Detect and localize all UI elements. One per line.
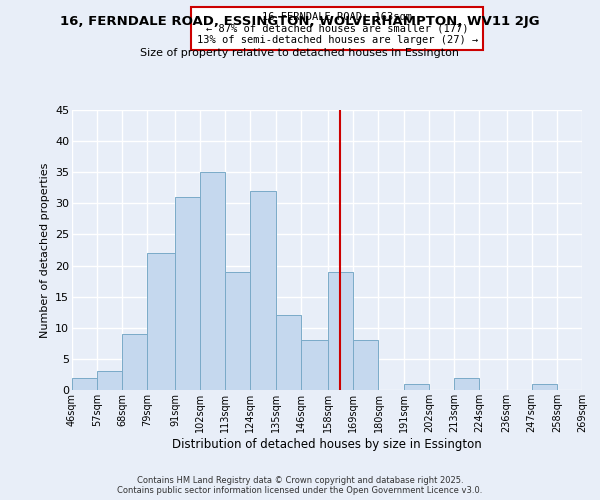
Text: 16 FERNDALE ROAD: 163sqm
← 87% of detached houses are smaller (177)
13% of semi-: 16 FERNDALE ROAD: 163sqm ← 87% of detach…: [197, 12, 478, 45]
Bar: [353, 340, 379, 390]
Bar: [454, 378, 479, 390]
Bar: [148, 253, 175, 390]
Bar: [200, 172, 225, 390]
Text: 16, FERNDALE ROAD, ESSINGTON, WOLVERHAMPTON, WV11 2JG: 16, FERNDALE ROAD, ESSINGTON, WOLVERHAMP…: [60, 15, 540, 28]
Y-axis label: Number of detached properties: Number of detached properties: [40, 162, 50, 338]
Bar: [328, 272, 353, 390]
Bar: [122, 334, 148, 390]
Bar: [404, 384, 429, 390]
Bar: [532, 384, 557, 390]
Bar: [175, 197, 200, 390]
Text: Size of property relative to detached houses in Essington: Size of property relative to detached ho…: [140, 48, 460, 58]
X-axis label: Distribution of detached houses by size in Essington: Distribution of detached houses by size …: [172, 438, 482, 450]
Bar: [97, 372, 122, 390]
Bar: [250, 191, 275, 390]
Bar: [301, 340, 328, 390]
Bar: [275, 316, 301, 390]
Text: Contains HM Land Registry data © Crown copyright and database right 2025.
Contai: Contains HM Land Registry data © Crown c…: [118, 476, 482, 495]
Bar: [225, 272, 250, 390]
Bar: [72, 378, 97, 390]
